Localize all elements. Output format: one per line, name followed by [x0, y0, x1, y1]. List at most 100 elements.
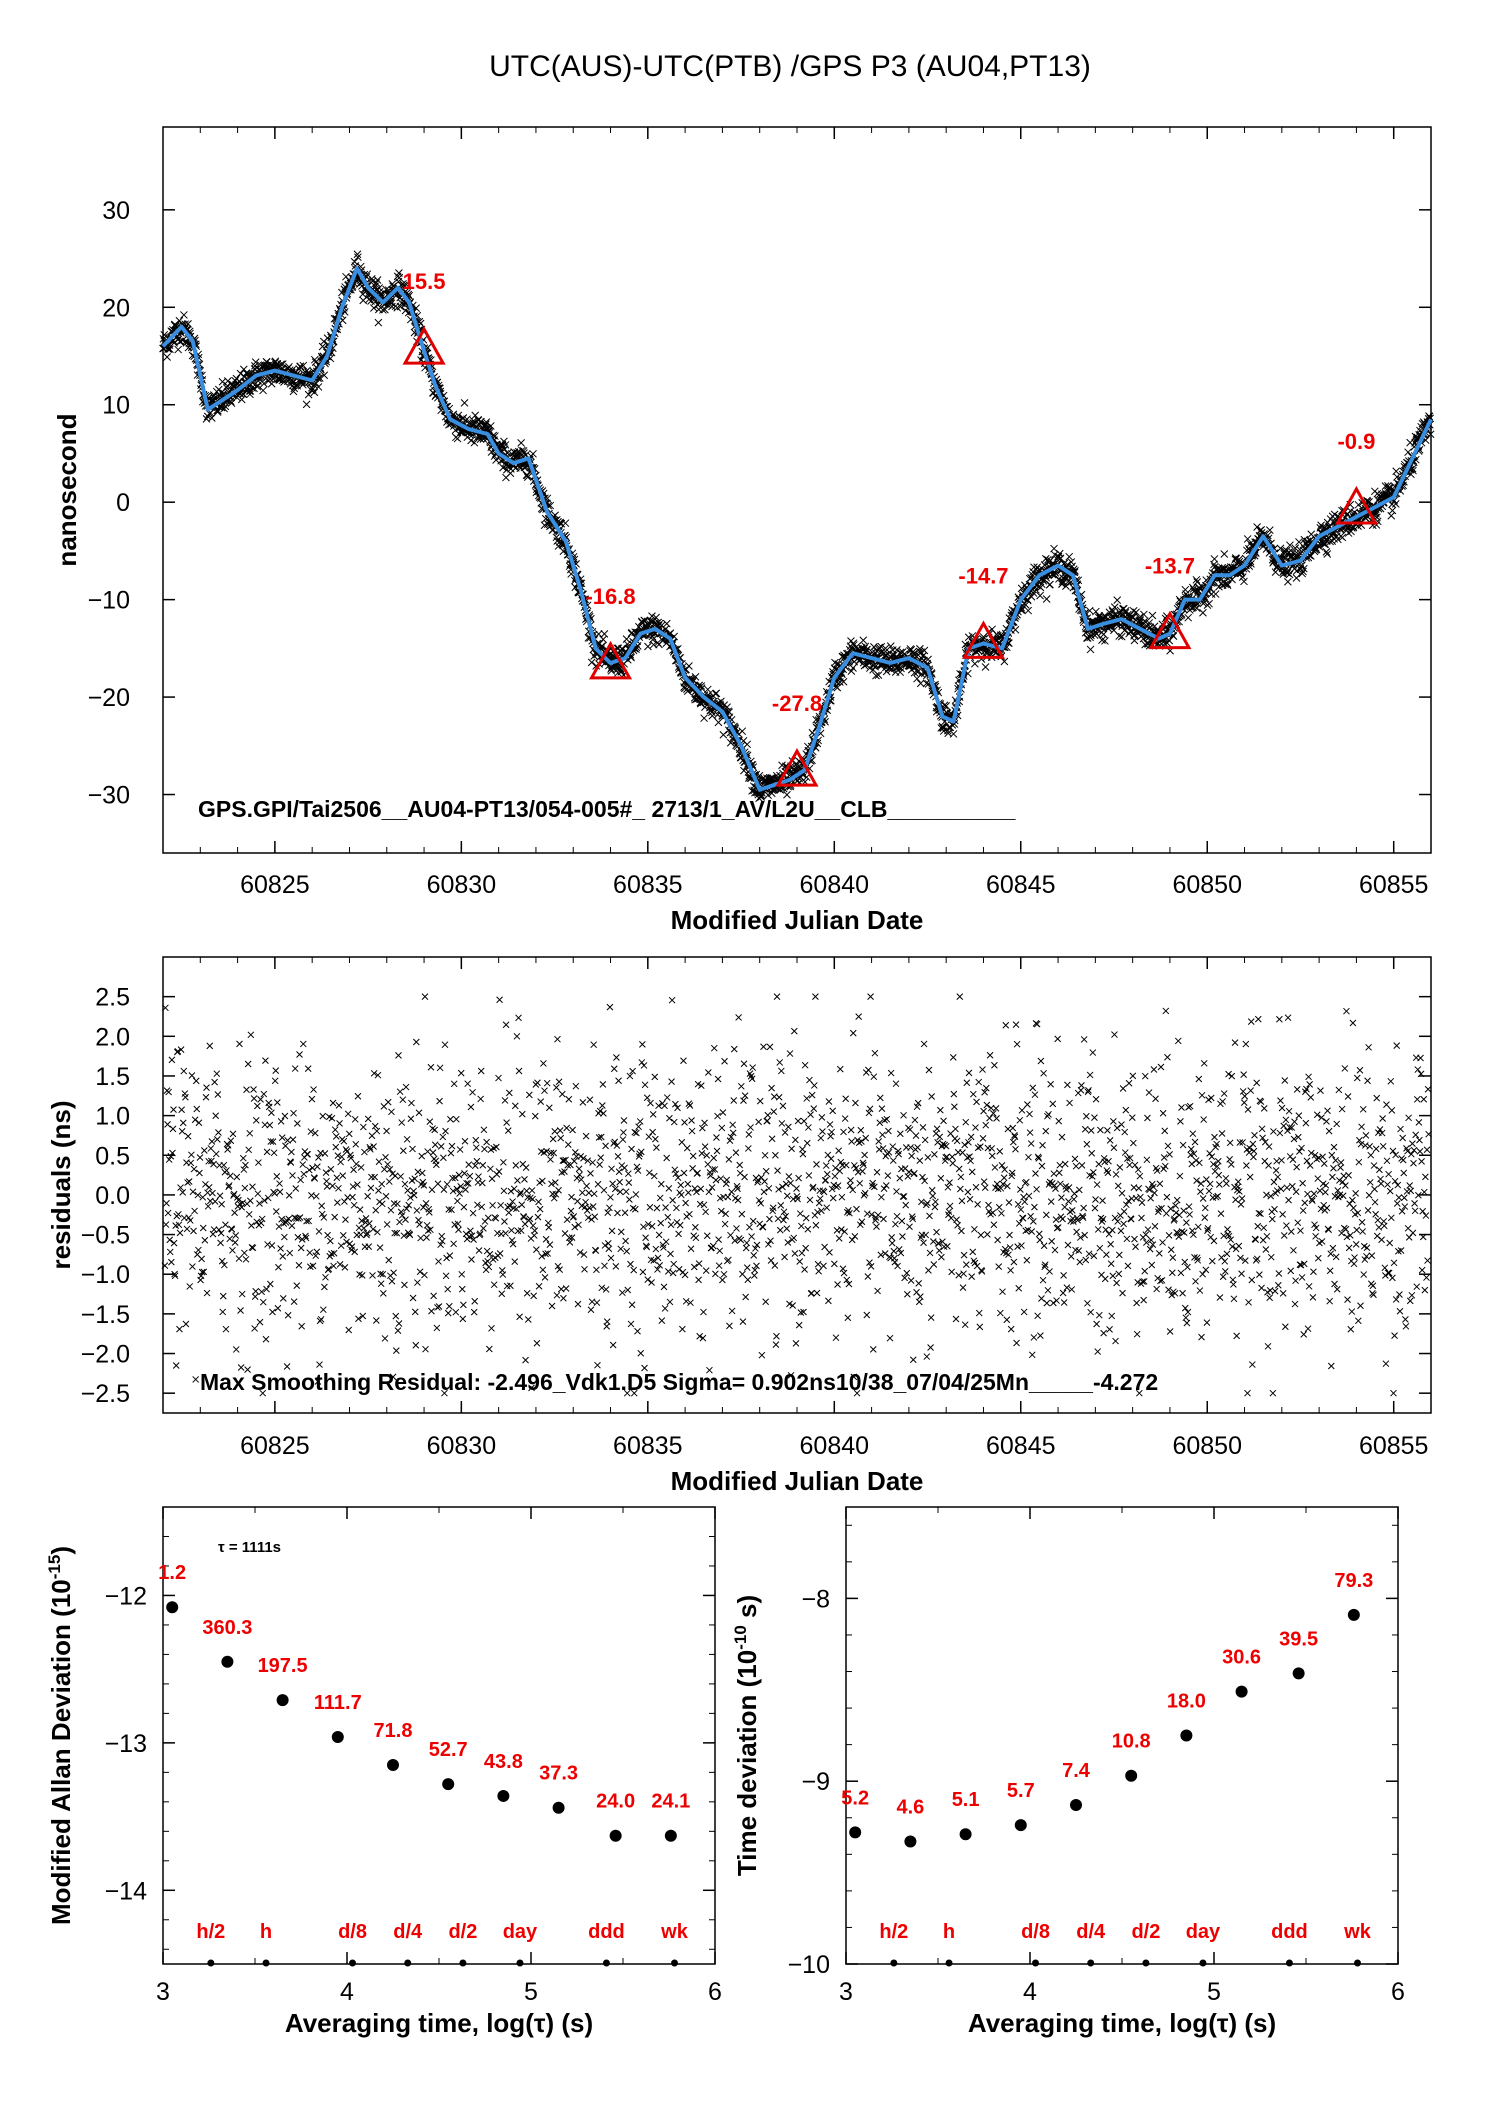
residual-point: [948, 1153, 956, 1161]
residual-point: [677, 1191, 685, 1199]
residual-point: [179, 1119, 187, 1127]
residual-point: [169, 1125, 177, 1133]
calibration-value: 15.5: [403, 269, 446, 294]
residual-point: [995, 1263, 1003, 1270]
residual-point: [276, 1180, 283, 1187]
residual-point: [687, 1245, 695, 1253]
measurement-point: [1292, 574, 1301, 582]
residual-point: [1028, 1351, 1036, 1359]
residual-point: [529, 1222, 537, 1229]
residual-point: [475, 1247, 483, 1254]
residual-point: [786, 1050, 794, 1057]
residual-point: [1023, 1256, 1031, 1264]
residual-point: [215, 1226, 223, 1234]
residual-point: [940, 1117, 947, 1125]
measurement-point: [644, 642, 652, 651]
residual-point: [652, 1245, 660, 1253]
residual-point: [748, 1233, 755, 1240]
residual-point: [188, 1072, 196, 1079]
residual-point: [1024, 1101, 1031, 1108]
residual-point: [933, 1125, 941, 1133]
residual-point: [502, 1229, 509, 1237]
residual-point: [855, 1013, 863, 1020]
residual-point: [675, 1265, 683, 1273]
residual-point: [1044, 1286, 1052, 1294]
measurement-point: [470, 438, 479, 447]
residual-point: [414, 1279, 421, 1286]
y-tick-label: −2.0: [81, 1341, 130, 1369]
residual-point: [820, 1262, 827, 1270]
residual-point: [892, 1220, 899, 1228]
residual-point: [245, 1210, 253, 1218]
residual-point: [805, 1124, 812, 1131]
residual-point: [461, 1137, 469, 1145]
residual-point: [537, 1098, 545, 1105]
residual-point: [983, 1101, 991, 1109]
residual-point: [246, 1129, 254, 1137]
residual-point: [700, 1201, 708, 1209]
measurement-point: [881, 644, 890, 653]
residual-point: [638, 1059, 646, 1066]
residual-point: [201, 1236, 209, 1244]
residual-point: [916, 1293, 924, 1301]
residual-point: [395, 1052, 402, 1059]
measurement-point: [454, 411, 463, 420]
residual-point: [676, 1221, 684, 1229]
residual-point: [893, 1188, 900, 1195]
residual-point: [411, 1175, 419, 1183]
residual-point: [498, 1290, 506, 1298]
residual-point: [842, 1161, 850, 1169]
x-tick-label: 60845: [986, 871, 1056, 899]
residual-point: [682, 1297, 690, 1305]
residual-point: [364, 1115, 372, 1123]
measurement-point: [220, 404, 228, 413]
residual-point: [508, 1226, 515, 1234]
residual-point: [310, 1086, 317, 1093]
residual-point: [607, 1193, 614, 1201]
residual-point: [236, 1040, 243, 1048]
residual-point: [501, 1218, 508, 1225]
residual-point: [710, 1044, 718, 1052]
measurement-point: [399, 281, 408, 290]
residual-point: [946, 1202, 954, 1210]
residual-point: [835, 1147, 843, 1155]
y-tick-label: 10: [102, 392, 130, 420]
residual-point: [469, 1088, 476, 1096]
residual-point: [755, 1118, 762, 1126]
measurement-point: [886, 642, 895, 651]
residual-point: [815, 1267, 823, 1275]
residual-point: [974, 1144, 982, 1152]
measurement-point: [892, 663, 901, 672]
residual-point: [251, 1325, 258, 1332]
measurement-point: [719, 730, 728, 739]
residual-point: [666, 1114, 673, 1122]
residual-point: [480, 1225, 487, 1232]
residual-point: [518, 1201, 526, 1209]
residual-point: [744, 1145, 752, 1152]
residual-point: [842, 1095, 850, 1103]
residual-point: [802, 1214, 810, 1222]
measurement-point: [913, 668, 922, 676]
residual-point: [417, 1234, 424, 1242]
residual-point: [222, 1221, 229, 1229]
measurement-point: [1210, 555, 1219, 563]
residual-point: [768, 1084, 775, 1092]
residual-point: [832, 1334, 840, 1342]
residual-point: [636, 1118, 644, 1125]
residual-point: [647, 1099, 654, 1107]
residual-point: [480, 1126, 488, 1134]
residual-point: [660, 1283, 668, 1291]
measurement-point: [460, 399, 469, 407]
residual-point: [936, 1106, 944, 1114]
residual-point: [663, 1154, 671, 1162]
residual-point: [792, 1136, 799, 1144]
residual-point: [761, 1151, 769, 1159]
x-tick-label: 60840: [800, 871, 870, 899]
residual-point: [333, 1174, 341, 1182]
residual-point: [792, 1340, 800, 1347]
residual-point: [502, 1021, 510, 1029]
measurement-point: [652, 613, 660, 622]
residual-point: [902, 1201, 910, 1209]
residual-point: [211, 1078, 218, 1086]
